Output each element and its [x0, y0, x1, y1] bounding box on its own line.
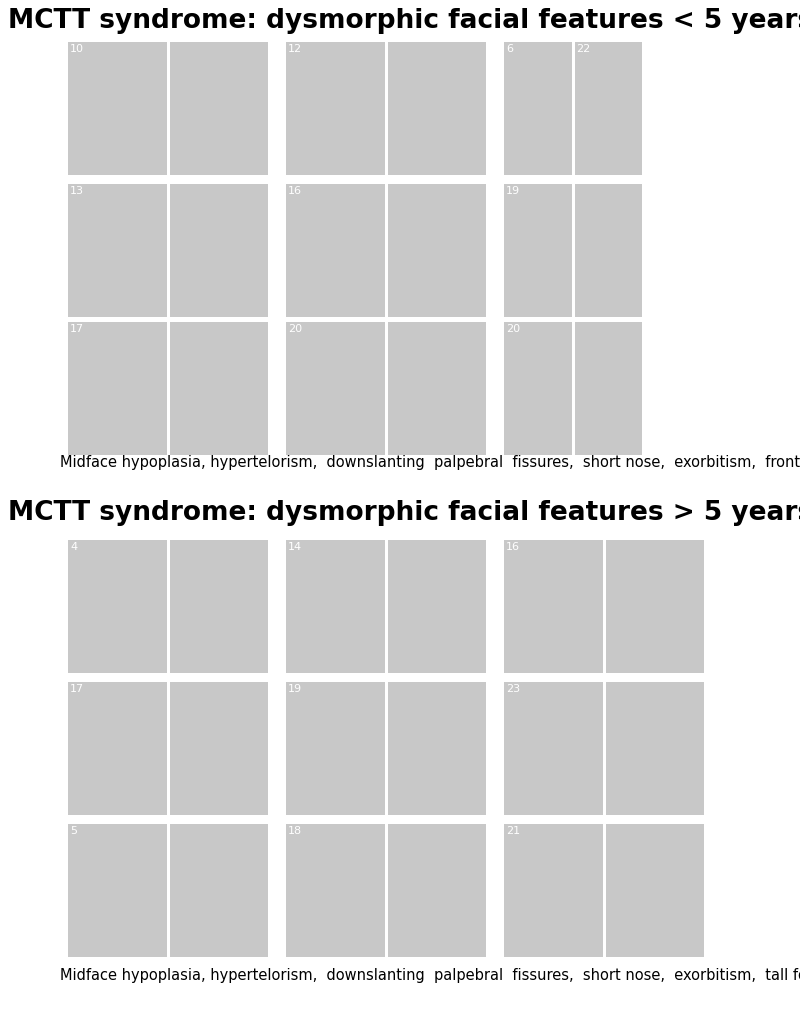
Text: 16: 16 — [506, 542, 520, 552]
Text: 19: 19 — [288, 684, 302, 694]
Bar — [387, 824, 486, 957]
Bar — [504, 184, 571, 317]
Text: 18: 18 — [288, 826, 302, 836]
Bar — [286, 42, 385, 175]
Bar — [504, 682, 602, 815]
Text: 23: 23 — [506, 684, 520, 694]
Text: 16: 16 — [288, 186, 302, 196]
Bar — [286, 540, 385, 673]
Bar — [504, 540, 602, 673]
Bar — [286, 682, 385, 815]
Bar — [574, 321, 642, 455]
Bar — [387, 321, 486, 455]
Bar — [170, 682, 268, 815]
Text: 20: 20 — [506, 324, 520, 334]
Bar — [68, 42, 166, 175]
Bar — [68, 321, 166, 455]
Text: 13: 13 — [70, 186, 84, 196]
Bar — [574, 184, 642, 317]
Bar — [504, 321, 571, 455]
Text: 21: 21 — [506, 826, 520, 836]
Bar — [387, 42, 486, 175]
Bar — [606, 824, 704, 957]
Text: 5: 5 — [70, 826, 77, 836]
Text: 19: 19 — [506, 186, 520, 196]
Bar — [387, 184, 486, 317]
Text: Midface hypoplasia, hypertelorism,  downslanting  palpebral  fissures,  short no: Midface hypoplasia, hypertelorism, downs… — [60, 455, 800, 470]
Bar — [504, 824, 602, 957]
Bar — [170, 321, 268, 455]
Bar — [170, 184, 268, 317]
Text: 10: 10 — [70, 44, 84, 54]
Text: 4: 4 — [70, 542, 77, 552]
Bar — [286, 321, 385, 455]
Text: MCTT syndrome: dysmorphic facial features < 5 years: MCTT syndrome: dysmorphic facial feature… — [8, 8, 800, 34]
Text: 17: 17 — [70, 324, 84, 334]
Bar — [606, 540, 704, 673]
Bar — [286, 184, 385, 317]
Bar — [387, 540, 486, 673]
Text: MCTT syndrome: dysmorphic facial features > 5 years: MCTT syndrome: dysmorphic facial feature… — [8, 500, 800, 526]
Text: 20: 20 — [288, 324, 302, 334]
Text: 17: 17 — [70, 684, 84, 694]
Bar — [170, 540, 268, 673]
Bar — [68, 184, 166, 317]
Bar — [68, 540, 166, 673]
Bar — [170, 824, 268, 957]
Bar — [286, 824, 385, 957]
Text: 22: 22 — [577, 44, 590, 54]
Text: 6: 6 — [506, 44, 513, 54]
Text: 12: 12 — [288, 44, 302, 54]
Bar — [504, 42, 571, 175]
Bar — [68, 824, 166, 957]
Bar — [574, 42, 642, 175]
Text: 14: 14 — [288, 542, 302, 552]
Text: Midface hypoplasia, hypertelorism,  downslanting  palpebral  fissures,  short no: Midface hypoplasia, hypertelorism, downs… — [60, 968, 800, 983]
Bar — [387, 682, 486, 815]
Bar — [606, 682, 704, 815]
Bar — [170, 42, 268, 175]
Bar — [68, 682, 166, 815]
